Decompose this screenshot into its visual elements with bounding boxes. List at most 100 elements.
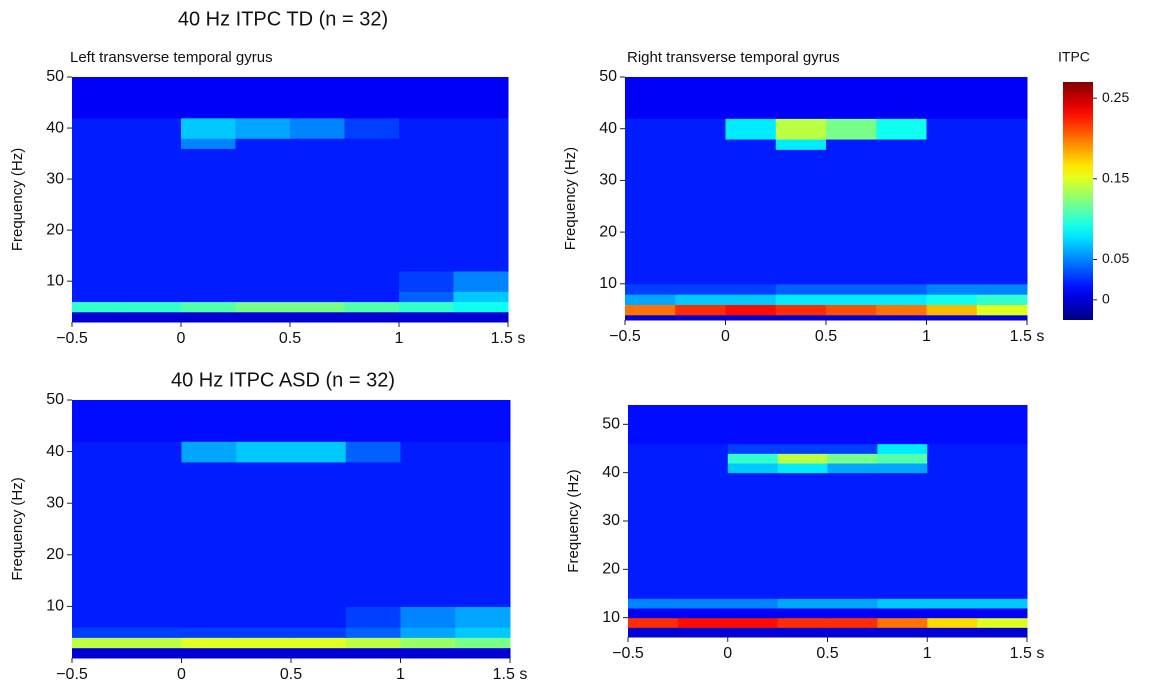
heatmap-cell [775, 273, 827, 285]
heatmap-cell [72, 148, 127, 272]
heatmap-cell [345, 461, 401, 607]
heatmap-cell [725, 149, 777, 274]
heatmap-cell [126, 606, 182, 628]
heatmap-cell [927, 463, 978, 474]
heatmap-cell [777, 598, 828, 609]
x-tick-label: −0.5 [612, 645, 644, 662]
heatmap-cell [777, 608, 828, 619]
y-tick-label: 50 [599, 68, 617, 85]
heatmap-cell [290, 138, 345, 149]
x-tick-label: 1.5 s [1010, 645, 1045, 662]
heatmap-cell [827, 472, 878, 599]
y-tick-label: 50 [46, 68, 64, 85]
heatmap-cell [72, 117, 127, 139]
heatmap-cell [236, 400, 292, 442]
heatmap-cell [453, 77, 509, 119]
heatmap-cell [927, 472, 978, 599]
heatmap-cell [235, 138, 291, 149]
heatmap-cell [927, 453, 978, 464]
colorbar-tick-label: 0.05 [1102, 250, 1129, 266]
colorbar [1063, 82, 1093, 320]
heatmap-cell [235, 301, 291, 313]
heatmap-cell [400, 627, 456, 638]
y-axis-label: Frequency (Hz) [9, 148, 26, 251]
heatmap-cell [455, 461, 511, 607]
heatmap-cell [453, 270, 509, 292]
heatmap-cell [181, 270, 236, 292]
x-tick-label: 0.5 [815, 328, 837, 345]
x-tick-label: 1 [922, 328, 931, 345]
heatmap-cell [826, 273, 877, 285]
heatmap-cell [877, 472, 928, 599]
heatmap-cell [876, 118, 927, 140]
heatmap-cell [235, 117, 291, 139]
x-tick-label: 1.5 s [491, 330, 526, 347]
heatmap-cell [777, 463, 828, 474]
heatmap-cell [290, 301, 345, 313]
heatmap-panel [628, 405, 1028, 638]
heatmap-cell [725, 294, 777, 305]
heatmap-cell [826, 77, 877, 119]
heatmap-cell [826, 304, 877, 316]
heatmap-cell [976, 149, 1028, 274]
heatmap-cell [677, 617, 729, 628]
heatmap-cell [126, 627, 182, 638]
heatmap-cell [453, 148, 509, 272]
heatmap-cell [827, 453, 878, 464]
heatmap-cell [826, 294, 877, 305]
x-tick-label: 1 [923, 645, 932, 662]
y-axis-label: Frequency (Hz) [565, 469, 582, 572]
colorbar-tick-label: 0 [1102, 291, 1110, 307]
heatmap-panel [625, 77, 1028, 321]
x-tick-label: −0.5 [56, 666, 88, 683]
y-tick-label: 30 [599, 172, 617, 189]
heatmap-cell [926, 149, 978, 274]
heatmap-cell [775, 139, 827, 150]
heatmap-cell [926, 314, 978, 321]
heatmap-cell [400, 461, 456, 607]
heatmap-cell [72, 270, 127, 292]
colorbar-tick-label: 0.15 [1102, 170, 1129, 186]
heatmap-cell [126, 637, 182, 649]
heatmap-cell [926, 273, 978, 285]
heatmap-cell [725, 304, 777, 316]
heatmap-cell [876, 283, 927, 295]
heatmap-cell [399, 77, 454, 119]
heatmap-cell [455, 647, 511, 659]
heatmap-cell [290, 77, 345, 119]
heatmap-cell [181, 461, 237, 607]
heatmap-cell [727, 463, 779, 474]
heatmap-cell [826, 314, 877, 321]
heatmap-cell [675, 118, 726, 140]
heatmap-cell [291, 606, 347, 628]
heatmap-cell [926, 139, 978, 150]
heatmap-cell [876, 294, 927, 305]
heatmap-cell [628, 627, 679, 638]
heatmap-cell [72, 441, 128, 463]
heatmap-cell [727, 405, 779, 445]
heatmap-cell [72, 138, 127, 149]
heatmap-panel [72, 400, 511, 659]
heatmap-cell [235, 148, 291, 272]
x-tick-label: 0 [177, 666, 186, 683]
heatmap-cell [927, 627, 978, 638]
panel-subtitle: Right transverse temporal gyrus [627, 49, 840, 66]
heatmap-cell [777, 453, 828, 464]
y-tick-label: 50 [602, 416, 620, 433]
heatmap-cell [628, 463, 679, 474]
y-tick-label: 40 [46, 119, 64, 136]
heatmap-cell [399, 138, 454, 149]
heatmap-cell [181, 647, 237, 659]
x-tick-label: 0 [177, 330, 186, 347]
heatmap-cell [677, 627, 729, 638]
heatmap-cell [926, 294, 978, 305]
heatmap-cell [827, 463, 878, 474]
heatmap-cell [453, 291, 509, 303]
y-tick-label: 40 [599, 120, 617, 137]
heatmap-cell [727, 453, 779, 464]
heatmap-cell [628, 472, 679, 599]
x-tick-label: 1 [395, 330, 404, 347]
heatmap-cell [181, 400, 237, 442]
heatmap-cell [181, 606, 237, 628]
heatmap-cell [628, 598, 679, 609]
